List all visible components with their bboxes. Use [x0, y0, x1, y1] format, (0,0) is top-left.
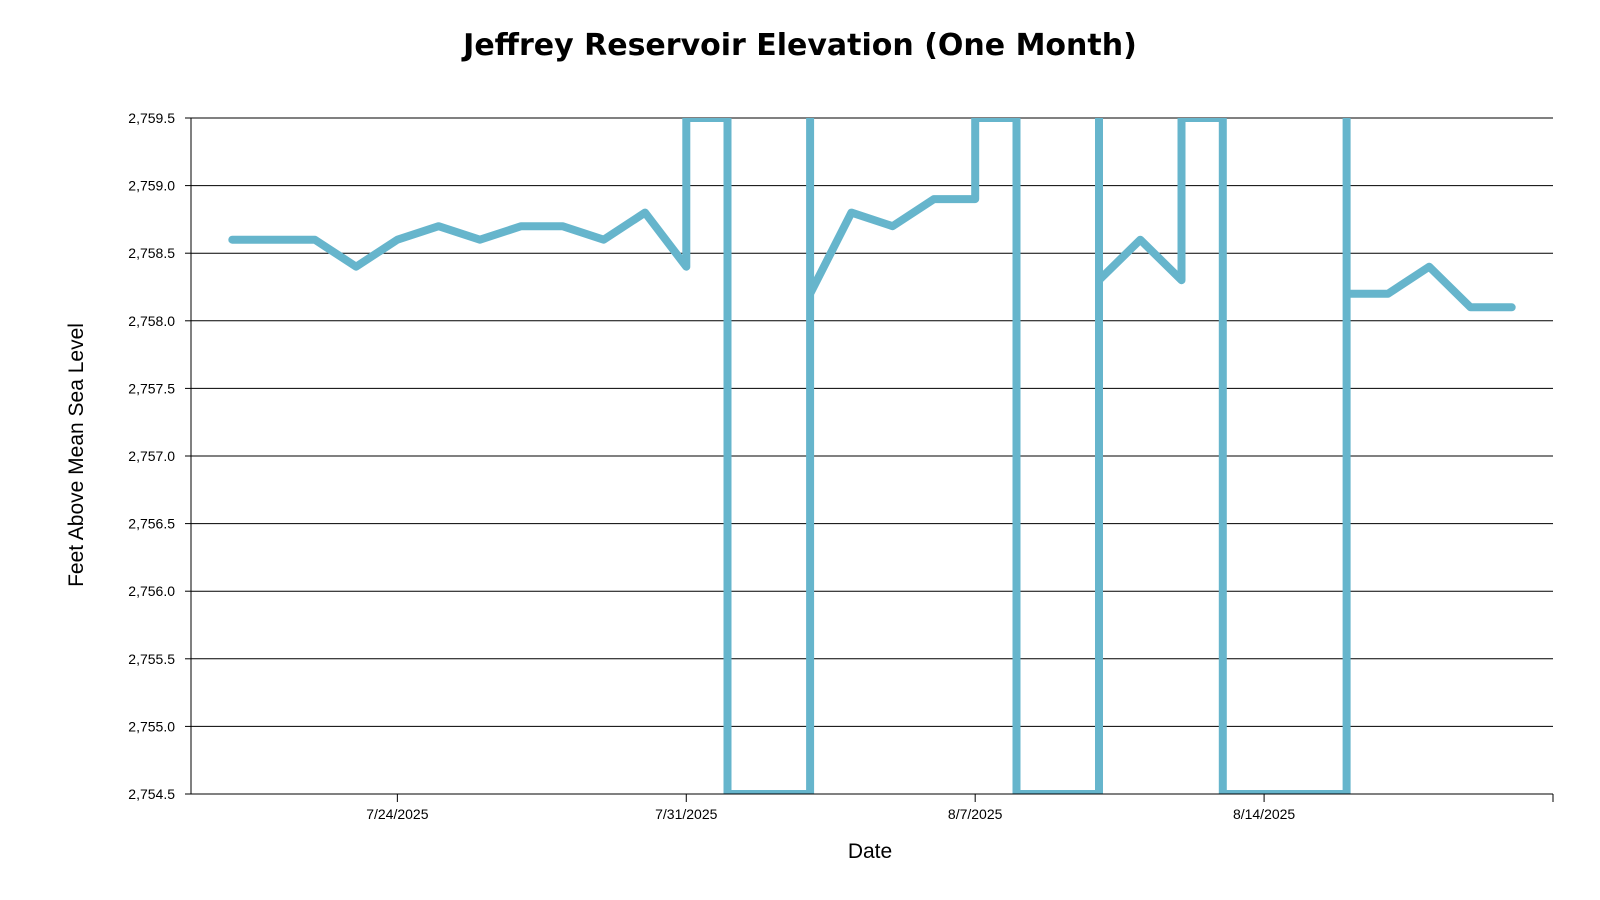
y-tick-label: 2,759.5 — [128, 110, 175, 126]
y-tick-label: 2,754.5 — [128, 786, 175, 802]
y-axis-title: Feet Above Mean Sea Level — [65, 323, 88, 587]
y-tick-label: 2,758.5 — [128, 245, 175, 261]
y-tick-label: 2,755.5 — [128, 651, 175, 667]
y-tick-label: 2,757.0 — [128, 448, 175, 464]
x-axis-title: Date — [848, 840, 892, 863]
series-line — [228, 118, 1516, 794]
y-tick-label: 2,755.0 — [128, 718, 175, 734]
x-tick-label: 8/7/2025 — [948, 806, 1003, 822]
series-group — [228, 118, 1516, 794]
y-tick-label: 2,758.0 — [128, 313, 175, 329]
y-tick-label: 2,756.0 — [128, 583, 175, 599]
x-tick-label: 7/31/2025 — [655, 806, 717, 822]
y-tick-label: 2,757.5 — [128, 380, 175, 396]
y-tick-label: 2,756.5 — [128, 516, 175, 532]
chart-title: Jeffrey Reservoir Elevation (One Month) — [463, 28, 1137, 63]
axes: 2,754.5 2,755.0 2,755.5 2,756.0 2,756.5 2,757… — [128, 110, 1554, 822]
gridlines — [191, 117, 1553, 795]
x-tick-label: 8/14/2025 — [1233, 806, 1295, 822]
x-tick-label: 7/24/2025 — [366, 806, 428, 822]
y-tick-label: 2,759.0 — [128, 178, 175, 194]
